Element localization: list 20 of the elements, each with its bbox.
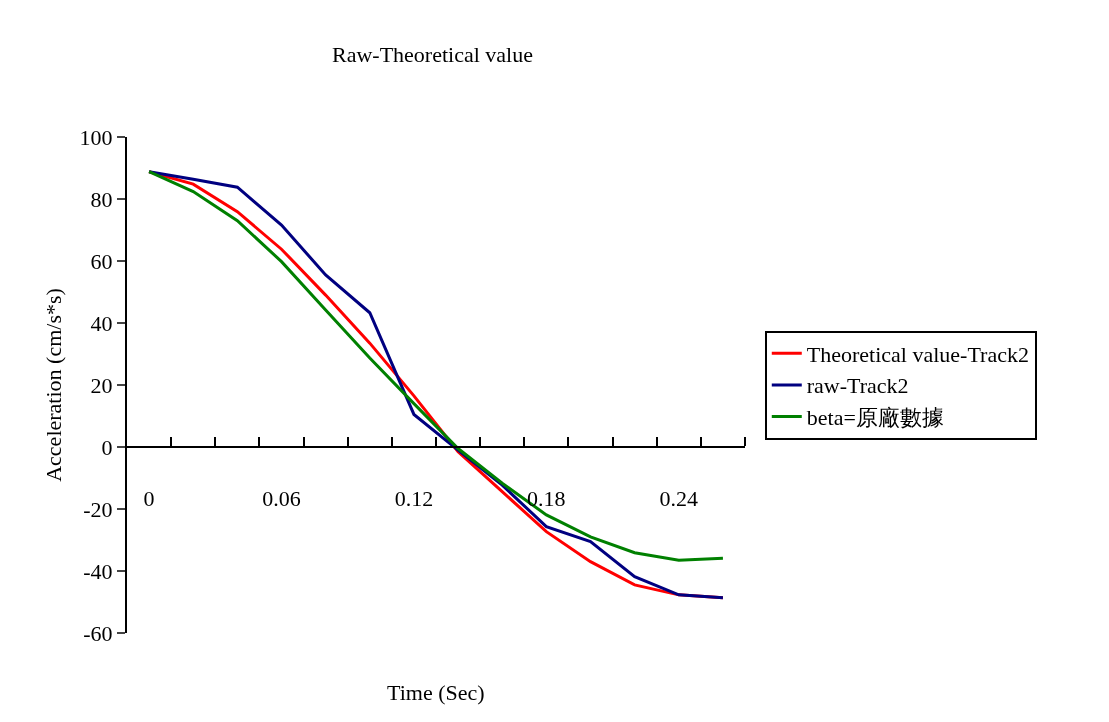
chart-title: Raw-Theoretical value: [332, 41, 533, 67]
y-tick-label: 100: [79, 124, 113, 150]
y-axis-title: Acceleration (cm/s*s): [40, 288, 66, 482]
x-tick-label: 0.24: [659, 486, 699, 512]
x-axis-title: Time (Sec): [387, 680, 485, 705]
y-tick-label: 60: [90, 248, 113, 274]
legend-label: beta=原廠數據: [806, 405, 944, 431]
x-tick-label: 0.18: [527, 486, 566, 512]
x-tick-label: 0.12: [394, 486, 434, 512]
x-tick-label: 0.06: [262, 486, 301, 512]
y-tick-label: -60: [83, 620, 113, 646]
y-tick-label: -20: [83, 496, 113, 522]
x-tick-label: 0: [143, 486, 155, 512]
y-tick-label: 20: [90, 372, 113, 398]
y-tick-label: 80: [90, 186, 113, 212]
y-tick-label: -40: [83, 558, 113, 584]
legend-label: raw-Track2: [806, 373, 909, 399]
y-tick-label: 0: [101, 434, 113, 460]
legend-label: Theoretical value-Track2: [806, 341, 1029, 367]
y-tick-label: 40: [90, 310, 113, 336]
